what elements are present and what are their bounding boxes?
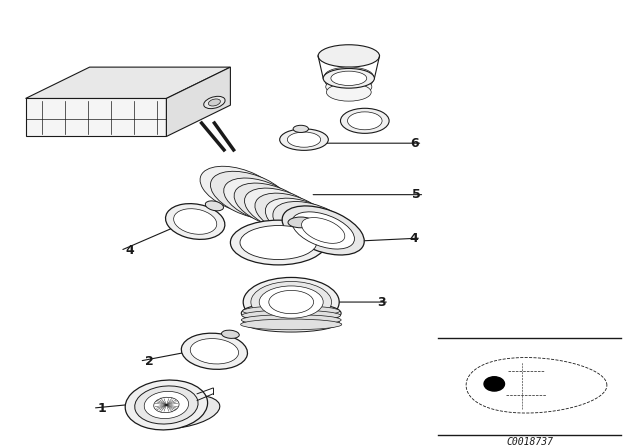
- Ellipse shape: [241, 314, 341, 325]
- Ellipse shape: [292, 212, 355, 249]
- Ellipse shape: [244, 188, 319, 233]
- Text: 6: 6: [411, 137, 419, 150]
- Ellipse shape: [241, 302, 341, 324]
- Ellipse shape: [323, 69, 374, 88]
- Ellipse shape: [234, 183, 308, 228]
- Ellipse shape: [139, 395, 220, 429]
- Ellipse shape: [134, 386, 198, 424]
- Ellipse shape: [255, 193, 329, 237]
- Ellipse shape: [240, 225, 317, 259]
- Ellipse shape: [293, 125, 308, 133]
- Ellipse shape: [301, 218, 345, 243]
- Ellipse shape: [251, 281, 332, 323]
- Ellipse shape: [284, 207, 363, 254]
- Ellipse shape: [326, 78, 372, 96]
- Ellipse shape: [125, 380, 207, 430]
- Polygon shape: [166, 67, 230, 137]
- Ellipse shape: [166, 204, 225, 239]
- Circle shape: [484, 377, 504, 391]
- Ellipse shape: [221, 330, 239, 338]
- Ellipse shape: [181, 333, 248, 369]
- Ellipse shape: [190, 339, 239, 364]
- Text: 5: 5: [412, 188, 421, 201]
- Ellipse shape: [273, 202, 353, 250]
- Ellipse shape: [204, 96, 225, 108]
- Text: 1: 1: [98, 401, 107, 414]
- Ellipse shape: [200, 166, 280, 214]
- Ellipse shape: [243, 312, 339, 332]
- Ellipse shape: [209, 99, 220, 106]
- Ellipse shape: [287, 132, 321, 147]
- Ellipse shape: [326, 83, 371, 101]
- Ellipse shape: [173, 209, 217, 234]
- Ellipse shape: [241, 319, 342, 330]
- Text: C0018737: C0018737: [506, 437, 553, 447]
- Ellipse shape: [324, 67, 373, 85]
- Ellipse shape: [280, 129, 328, 151]
- Ellipse shape: [259, 286, 323, 318]
- Ellipse shape: [325, 73, 372, 90]
- Ellipse shape: [242, 310, 340, 321]
- Ellipse shape: [243, 306, 340, 316]
- Ellipse shape: [224, 178, 298, 223]
- Ellipse shape: [230, 220, 326, 265]
- Ellipse shape: [154, 397, 179, 413]
- Ellipse shape: [282, 206, 364, 255]
- Ellipse shape: [205, 201, 223, 211]
- Polygon shape: [26, 67, 230, 99]
- Ellipse shape: [269, 290, 314, 314]
- Text: 4: 4: [125, 244, 134, 257]
- Ellipse shape: [211, 171, 291, 219]
- Ellipse shape: [144, 392, 189, 418]
- Text: 3: 3: [378, 296, 386, 309]
- Ellipse shape: [348, 112, 382, 130]
- Ellipse shape: [340, 108, 389, 134]
- Ellipse shape: [331, 71, 367, 86]
- Polygon shape: [26, 99, 166, 137]
- Text: 4: 4: [409, 232, 418, 245]
- Ellipse shape: [243, 277, 339, 327]
- Ellipse shape: [266, 198, 339, 243]
- Ellipse shape: [288, 217, 314, 228]
- Ellipse shape: [318, 45, 380, 67]
- Text: 2: 2: [145, 355, 154, 368]
